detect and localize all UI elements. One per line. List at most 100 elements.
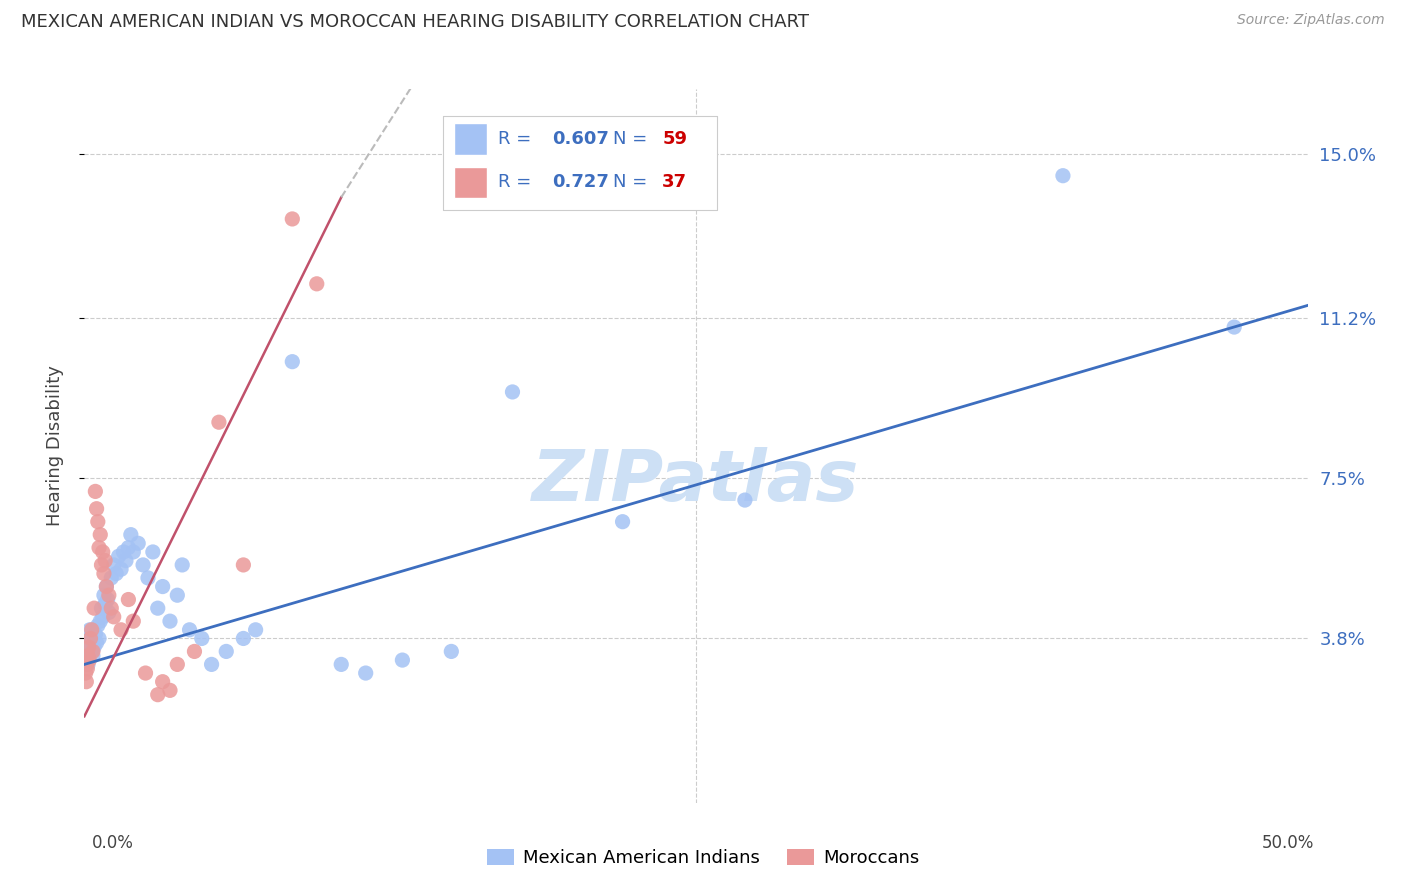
Text: ZIPatlas: ZIPatlas: [533, 447, 859, 516]
Point: [117, 541, 139, 555]
Point: [281, 354, 304, 368]
Point: [136, 571, 159, 585]
Point: [146, 688, 169, 702]
Point: [89, 614, 111, 628]
Point: [183, 644, 205, 658]
Point: [152, 580, 174, 594]
Point: [77, 644, 100, 658]
Point: [97, 592, 120, 607]
Text: R =: R =: [498, 130, 531, 148]
Text: 0.0%: 0.0%: [91, 834, 134, 852]
Point: [734, 493, 756, 508]
Point: [75, 674, 97, 689]
Point: [105, 566, 128, 581]
Text: Source: ZipAtlas.com: Source: ZipAtlas.com: [1237, 13, 1385, 28]
Point: [75, 666, 97, 681]
Point: [76, 653, 98, 667]
Point: [77, 653, 100, 667]
Point: [159, 683, 181, 698]
Point: [97, 588, 120, 602]
Point: [110, 562, 132, 576]
Point: [1052, 169, 1074, 183]
Text: 37: 37: [662, 173, 688, 192]
Point: [77, 636, 100, 650]
Point: [87, 618, 110, 632]
Point: [82, 644, 104, 658]
Point: [120, 527, 142, 541]
Point: [135, 666, 157, 681]
Point: [127, 536, 149, 550]
Point: [208, 415, 231, 429]
Text: MEXICAN AMERICAN INDIAN VS MOROCCAN HEARING DISABILITY CORRELATION CHART: MEXICAN AMERICAN INDIAN VS MOROCCAN HEAR…: [21, 13, 808, 31]
Point: [96, 580, 118, 594]
Point: [90, 558, 112, 572]
Point: [200, 657, 222, 672]
Point: [87, 541, 110, 555]
Point: [77, 648, 100, 663]
Point: [103, 558, 125, 572]
Point: [117, 592, 139, 607]
Point: [80, 623, 103, 637]
Point: [86, 501, 108, 516]
Point: [159, 614, 181, 628]
Point: [122, 614, 145, 628]
Point: [191, 632, 214, 646]
Point: [100, 601, 122, 615]
Point: [93, 566, 115, 581]
Point: [107, 549, 129, 564]
Text: N =: N =: [613, 173, 647, 192]
Point: [87, 632, 110, 646]
Point: [132, 558, 155, 572]
Point: [76, 648, 98, 663]
Point: [79, 623, 101, 637]
Point: [90, 601, 112, 615]
Point: [94, 597, 117, 611]
Point: [100, 571, 122, 585]
Text: 0.607: 0.607: [553, 130, 609, 148]
Point: [330, 657, 353, 672]
Point: [76, 657, 98, 672]
Point: [89, 527, 111, 541]
Point: [1223, 320, 1246, 334]
Point: [110, 623, 132, 637]
Point: [440, 644, 463, 658]
Text: N =: N =: [613, 130, 647, 148]
Point: [83, 601, 105, 615]
Point: [103, 610, 125, 624]
Point: [142, 545, 165, 559]
Point: [91, 545, 114, 559]
Point: [97, 606, 120, 620]
Point: [502, 384, 524, 399]
Point: [122, 545, 145, 559]
Point: [76, 662, 98, 676]
Point: [77, 657, 100, 672]
Point: [146, 601, 169, 615]
Point: [115, 553, 138, 567]
Point: [391, 653, 413, 667]
Point: [166, 588, 188, 602]
Text: R =: R =: [498, 173, 531, 192]
Point: [232, 632, 254, 646]
Point: [354, 666, 377, 681]
Point: [86, 636, 108, 650]
Point: [84, 484, 107, 499]
Point: [75, 644, 97, 658]
Point: [83, 640, 105, 654]
Point: [172, 558, 194, 572]
Legend: Mexican American Indians, Moroccans: Mexican American Indians, Moroccans: [479, 841, 927, 874]
Point: [166, 657, 188, 672]
Point: [96, 580, 118, 594]
Point: [112, 545, 135, 559]
Point: [87, 515, 110, 529]
Point: [84, 627, 107, 641]
Point: [215, 644, 238, 658]
Point: [281, 211, 304, 226]
Point: [232, 558, 254, 572]
Text: 0.727: 0.727: [553, 173, 609, 192]
Bar: [454, 167, 486, 198]
Point: [93, 588, 115, 602]
Point: [75, 640, 97, 654]
Point: [305, 277, 328, 291]
Point: [82, 648, 104, 663]
Point: [94, 553, 117, 567]
